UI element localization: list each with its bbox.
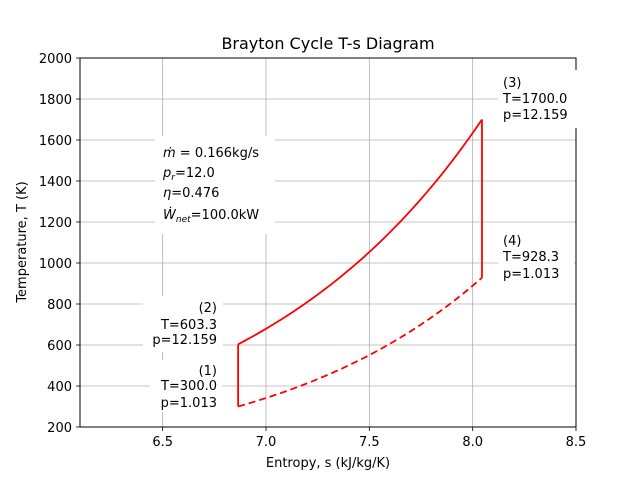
state-3-pressure: p=12.159 — [503, 108, 568, 123]
state-2-label-background — [143, 296, 223, 352]
x-tick-label: 8.0 — [462, 435, 483, 450]
x-axis-ticks: 6.5 7.0 7.5 8.0 8.5 — [152, 427, 586, 450]
state-4-label-background — [498, 230, 574, 286]
state-1-pressure: p=1.013 — [161, 396, 217, 411]
y-tick-label: 1000 — [39, 257, 72, 272]
x-tick-label: 8.5 — [566, 435, 587, 450]
plot-frame — [79, 57, 577, 428]
state-1-id: (1) — [199, 364, 217, 379]
state-4-id: (4) — [503, 234, 521, 249]
y-tick-label: 800 — [47, 298, 72, 313]
y-tick-label: 1600 — [39, 134, 72, 149]
series-heat-rejection-4-1 — [237, 277, 483, 408]
state-4-label: (4) T=928.3 p=1.013 — [498, 230, 574, 286]
state-4-pressure: p=1.013 — [503, 267, 559, 282]
state-3-id: (3) — [503, 76, 521, 91]
state-2-temperature: T=603.3 — [160, 318, 217, 333]
y-tick-label: 600 — [47, 339, 72, 354]
y-tick-label: 1800 — [39, 93, 72, 108]
info-efficiency: η=0.476 — [163, 186, 219, 201]
y-tick-label: 1200 — [39, 216, 72, 231]
state-2-pressure: p=12.159 — [152, 333, 217, 348]
state-1-label-background — [150, 360, 222, 412]
state-3-label: (3) T=1700.0 p=12.159 — [498, 70, 580, 128]
x-tick-label: 7.0 — [256, 435, 277, 450]
x-axis-label: Entropy, s (kJ/kg/K) — [266, 456, 390, 471]
y-axis-label: Temperature, T (K) — [15, 181, 30, 303]
info-pressure-ratio: pr=12.0 — [162, 166, 215, 183]
x-tick-label: 7.5 — [359, 435, 380, 450]
y-tick-label: 2000 — [39, 52, 72, 67]
state-1-temperature: T=300.0 — [160, 379, 217, 394]
x-tick-label: 6.5 — [152, 435, 173, 450]
info-net-work: Ẇnet=100.0kW — [163, 207, 259, 225]
info-box: ṁ = 0.166kg/s pr=12.0 η=0.476 Ẇnet=100.0… — [155, 136, 275, 234]
y-tick-label: 200 — [47, 421, 72, 436]
state-4-temperature: T=928.3 — [502, 250, 559, 265]
state-2-id: (2) — [199, 301, 217, 316]
series-heat-addition-2-3 — [237, 118, 483, 346]
y-tick-label: 400 — [47, 380, 72, 395]
y-axis-ticks: 200 400 600 800 1000 1200 1400 1600 1800 2000 — [39, 52, 80, 436]
cycle-curves — [237, 118, 483, 408]
info-box-background — [155, 136, 275, 234]
state-3-label-background — [498, 70, 580, 128]
state-2-label: (2) T=603.3 p=12.159 — [143, 296, 223, 352]
y-tick-label: 1400 — [39, 175, 72, 190]
state-3-temperature: T=1700.0 — [502, 92, 567, 107]
state-1-label: (1) T=300.0 p=1.013 — [150, 360, 222, 412]
chart-title: Brayton Cycle T-s Diagram — [221, 34, 434, 53]
info-mdot: ṁ = 0.166kg/s — [163, 146, 259, 161]
